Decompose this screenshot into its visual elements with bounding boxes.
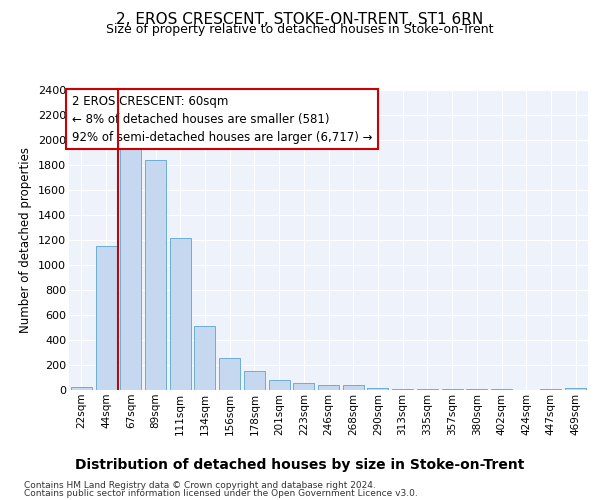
Bar: [194, 326, 215, 390]
Bar: [293, 383, 314, 390]
Y-axis label: Number of detached properties: Number of detached properties: [19, 147, 32, 333]
Bar: [244, 370, 265, 390]
Text: 2 EROS CRESCENT: 60sqm
← 8% of detached houses are smaller (581)
92% of semi-det: 2 EROS CRESCENT: 60sqm ← 8% of detached …: [71, 94, 372, 144]
Bar: [71, 387, 92, 390]
Bar: [392, 389, 413, 390]
Bar: [170, 238, 191, 390]
Bar: [466, 389, 487, 390]
Bar: [417, 389, 438, 390]
Text: Size of property relative to detached houses in Stoke-on-Trent: Size of property relative to detached ho…: [106, 22, 494, 36]
Bar: [565, 388, 586, 390]
Text: 2, EROS CRESCENT, STOKE-ON-TRENT, ST1 6RN: 2, EROS CRESCENT, STOKE-ON-TRENT, ST1 6R…: [116, 12, 484, 28]
Bar: [367, 388, 388, 390]
Bar: [269, 380, 290, 390]
Bar: [318, 385, 339, 390]
Bar: [219, 358, 240, 390]
Bar: [442, 389, 463, 390]
Bar: [343, 385, 364, 390]
Text: Contains HM Land Registry data © Crown copyright and database right 2024.: Contains HM Land Registry data © Crown c…: [24, 481, 376, 490]
Bar: [145, 160, 166, 390]
Bar: [120, 146, 141, 390]
Text: Contains public sector information licensed under the Open Government Licence v3: Contains public sector information licen…: [24, 489, 418, 498]
Bar: [95, 246, 116, 390]
Text: Distribution of detached houses by size in Stoke-on-Trent: Distribution of detached houses by size …: [76, 458, 524, 471]
